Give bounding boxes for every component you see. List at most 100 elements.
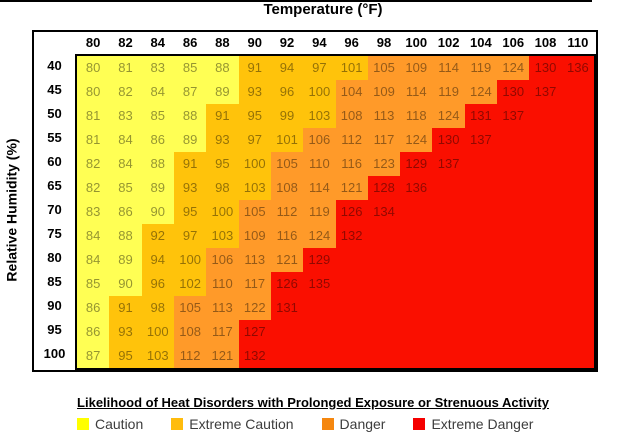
hi-cell-rh45-t84: 84 xyxy=(141,80,174,104)
hi-cell-rh65-t106 xyxy=(497,176,530,200)
hi-cell-rh100-t84: 103 xyxy=(141,344,174,368)
hi-cell-rh90-t82: 91 xyxy=(109,296,142,320)
hi-cell-rh70-t100 xyxy=(400,200,433,224)
hi-cell-rh40-t88: 88 xyxy=(206,56,239,80)
hi-cell-rh95-t88: 117 xyxy=(206,320,239,344)
top-border-line xyxy=(0,0,592,2)
hi-cell-rh85-t90: 117 xyxy=(238,272,271,296)
hi-cell-rh45-t100: 114 xyxy=(400,80,433,104)
hi-cell-rh70-t92: 112 xyxy=(270,200,304,224)
humidity-label-60: 60 xyxy=(47,154,62,169)
hi-cell-rh85-t84: 96 xyxy=(141,272,174,296)
hi-cell-rh75-t88: 103 xyxy=(206,224,239,248)
temp-header-100: 100 xyxy=(405,35,428,50)
hi-cell-rh70-t82: 86 xyxy=(109,200,142,224)
hi-cell-rh85-t102 xyxy=(432,272,465,296)
hi-cell-rh70-t90: 105 xyxy=(238,200,271,224)
hi-cell-rh95-t102 xyxy=(432,320,465,344)
hi-cell-rh70-t98: 134 xyxy=(367,200,401,224)
hi-cell-rh80-t92: 121 xyxy=(270,248,304,272)
temp-header-106: 106 xyxy=(502,35,525,50)
hi-cell-rh70-t110 xyxy=(561,200,594,224)
hi-cell-rh40-t84: 83 xyxy=(141,56,174,80)
hi-cell-rh80-t84: 94 xyxy=(141,248,174,272)
hi-cell-rh50-t108 xyxy=(529,104,562,128)
hi-cell-rh100-t104 xyxy=(464,344,498,368)
legend-item-extreme-danger: Extreme Danger xyxy=(413,416,533,432)
hi-cell-rh100-t88: 121 xyxy=(206,344,239,368)
temp-header-90: 90 xyxy=(247,35,262,50)
hi-cell-rh90-t102 xyxy=(432,296,465,320)
temp-header-82: 82 xyxy=(118,35,133,50)
hi-cell-rh90-t104 xyxy=(464,296,498,320)
humidity-label-45: 45 xyxy=(47,82,62,97)
hi-cell-rh75-t96: 132 xyxy=(335,224,368,248)
hi-cell-rh50-t88: 91 xyxy=(206,104,239,128)
humidity-label-70: 70 xyxy=(47,202,62,217)
hi-cell-rh55-t100: 124 xyxy=(400,128,433,152)
hi-cell-rh55-t108 xyxy=(529,128,562,152)
hi-cell-rh85-t92: 126 xyxy=(270,272,304,296)
hi-cell-rh50-t90: 95 xyxy=(238,104,271,128)
temp-header-104: 104 xyxy=(470,35,492,50)
hi-cell-rh85-t94: 135 xyxy=(303,272,336,296)
humidity-axis-title: Relative Humidity (%) xyxy=(0,52,24,368)
hi-cell-rh90-t90: 122 xyxy=(238,296,271,320)
hi-cell-rh65-t102 xyxy=(432,176,465,200)
hi-cell-rh80-t88: 106 xyxy=(206,248,239,272)
hi-cell-rh75-t104 xyxy=(464,224,498,248)
hi-cell-rh50-t80: 81 xyxy=(77,104,110,128)
hi-cell-rh95-t100 xyxy=(400,320,433,344)
hi-cell-rh85-t86: 102 xyxy=(173,272,207,296)
hi-cell-rh80-t106 xyxy=(497,248,530,272)
hi-cell-rh75-t82: 88 xyxy=(109,224,142,248)
hi-cell-rh70-t94: 119 xyxy=(303,200,336,224)
legend-label-extreme-caution: Extreme Caution xyxy=(189,416,294,432)
hi-cell-rh55-t102: 130 xyxy=(432,128,465,152)
hi-cell-rh55-t104: 137 xyxy=(464,128,498,152)
temp-header-92: 92 xyxy=(279,35,295,50)
hi-cell-rh45-t102: 119 xyxy=(432,80,465,104)
hi-cell-rh65-t104 xyxy=(464,176,498,200)
hi-cell-rh50-t94: 103 xyxy=(303,104,336,128)
hi-cell-rh60-t94: 110 xyxy=(303,152,336,176)
hi-cell-rh90-t80: 86 xyxy=(77,296,110,320)
hi-cell-rh65-t84: 89 xyxy=(141,176,174,200)
hi-cell-rh90-t98 xyxy=(367,296,401,320)
hi-cell-rh40-t100: 109 xyxy=(400,56,433,80)
hi-cell-rh100-t86: 112 xyxy=(173,344,207,368)
hi-cell-rh75-t92: 116 xyxy=(270,224,304,248)
hi-cell-rh60-t104 xyxy=(464,152,498,176)
hi-cell-rh85-t80: 85 xyxy=(77,272,110,296)
hi-cell-rh95-t94 xyxy=(303,320,336,344)
hi-cell-rh50-t92: 99 xyxy=(270,104,304,128)
hi-cell-rh80-t90: 113 xyxy=(238,248,271,272)
hi-cell-rh45-t110 xyxy=(561,80,594,104)
hi-cell-rh90-t86: 105 xyxy=(173,296,207,320)
hi-cell-rh75-t86: 97 xyxy=(173,224,207,248)
hi-cell-rh100-t100 xyxy=(400,344,433,368)
hi-cell-rh45-t80: 80 xyxy=(77,80,110,104)
hi-cell-rh90-t84: 98 xyxy=(141,296,174,320)
hi-cell-rh40-t94: 97 xyxy=(303,56,336,80)
hi-cell-rh85-t100 xyxy=(400,272,433,296)
hi-cell-rh65-t96: 121 xyxy=(335,176,368,200)
hi-cell-rh60-t108 xyxy=(529,152,562,176)
hi-cell-rh100-t98 xyxy=(367,344,401,368)
hi-cell-rh55-t82: 84 xyxy=(109,128,142,152)
hi-cell-rh50-t86: 88 xyxy=(173,104,207,128)
hi-cell-rh85-t110 xyxy=(561,272,594,296)
hi-cell-rh80-t86: 100 xyxy=(173,248,207,272)
hi-cell-rh55-t92: 101 xyxy=(270,128,304,152)
hi-cell-rh80-t104 xyxy=(464,248,498,272)
humidity-label-90: 90 xyxy=(47,298,62,313)
hi-cell-rh70-t104 xyxy=(464,200,498,224)
hi-cell-rh95-t82: 93 xyxy=(109,320,142,344)
hi-cell-rh75-t90: 109 xyxy=(238,224,271,248)
hi-cell-rh60-t102: 137 xyxy=(432,152,465,176)
hi-cell-rh75-t98 xyxy=(367,224,401,248)
hi-cell-rh100-t92 xyxy=(270,344,304,368)
hi-cell-rh40-t80: 80 xyxy=(77,56,110,80)
hi-cell-rh65-t82: 85 xyxy=(109,176,142,200)
hi-cell-rh75-t100 xyxy=(400,224,433,248)
